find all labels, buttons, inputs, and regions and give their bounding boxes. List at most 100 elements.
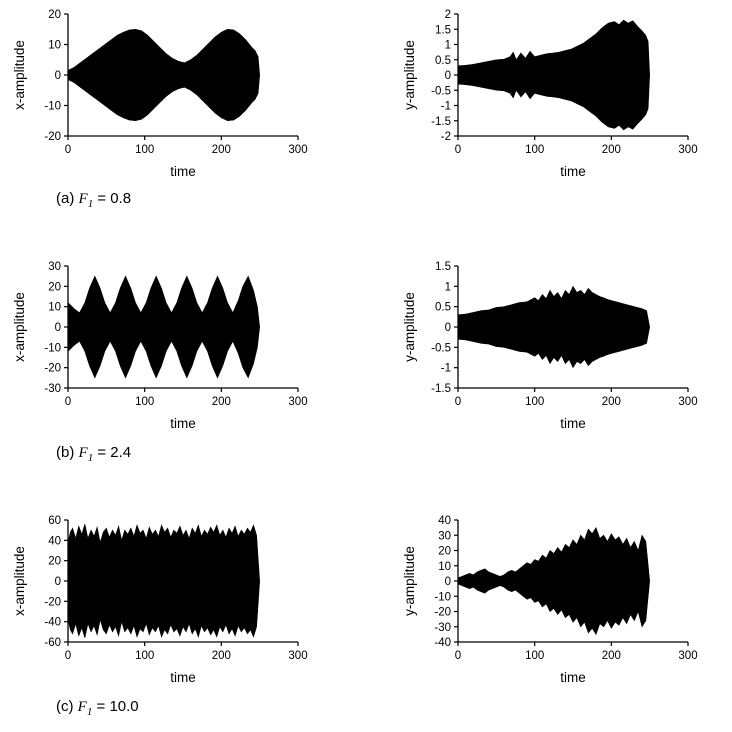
caption-c-symbol: F1 (77, 699, 93, 718)
y-tick-label: -20 (434, 607, 451, 619)
caption-a-symbol: F1 (78, 191, 94, 210)
y-tick-label: -1 (441, 363, 451, 375)
x-axis-title: time (560, 416, 586, 431)
x-tick-label: 200 (602, 144, 621, 156)
y-tick-label: 2 (445, 9, 451, 21)
chart-a-y-amplitude: 0 100 200 300 2 1.5 1 0.5 0 -0.5 -1 -1.5 -2 time y-amp… (400, 6, 720, 186)
caption-a-value: = 0.8 (97, 190, 132, 207)
chart-b-x-amplitude: 0 100 200 300 30 20 10 0 -10 -20 -30 time x-amplitud… (10, 258, 330, 438)
y-tick-label: -40 (44, 617, 61, 629)
caption-c-value: = 10.0 (96, 698, 139, 715)
waveform-a-y (457, 19, 650, 131)
x-axis-title: time (560, 164, 586, 179)
y-tick-label: -20 (44, 131, 61, 143)
y-tick-label: 0 (55, 576, 61, 588)
caption-b-symbol: F1 (78, 445, 94, 464)
x-axis-title: time (170, 164, 196, 179)
y-tick-label: 0 (445, 322, 451, 334)
chart-c-y-amplitude: 0 100 200 300 40 30 20 10 0 -10 -20 -30 -40 time y-amp… (400, 512, 720, 692)
y-tick-label: -20 (44, 363, 61, 375)
y-tick-label: 10 (48, 40, 61, 52)
y-axis-title: x-amplitude (12, 546, 27, 616)
x-tick-label: 300 (678, 144, 697, 156)
y-tick-label: 10 (48, 302, 61, 314)
y-axis-title: y-amplitude (402, 292, 417, 362)
waveform-c-x (67, 523, 260, 639)
y-axis-title: x-amplitude (12, 292, 27, 362)
y-tick-label: 40 (48, 535, 61, 547)
x-tick-label: 300 (678, 396, 697, 408)
x-tick-label: 100 (525, 144, 544, 156)
caption-a: (a) F1 = 0.8 (56, 190, 131, 210)
x-tick-label: 0 (65, 650, 71, 662)
x-tick-label: 200 (602, 650, 621, 662)
x-tick-label: 300 (288, 396, 307, 408)
y-tick-label: 0.5 (435, 55, 451, 67)
y-tick-label: 0.5 (435, 302, 451, 314)
y-tick-label: 20 (48, 281, 61, 293)
y-tick-label: 0 (55, 322, 61, 334)
chart-svg-c-x: 0 100 200 3006040200-20-40-60timex-amplitud… (12, 515, 308, 685)
y-tick-label: 1 (445, 40, 451, 52)
y-tick-label: 30 (438, 530, 451, 542)
chart-svg-c-y: 0 100 200 300403020100-10-20-30-40timey-amp… (402, 515, 698, 685)
y-tick-label: 1.5 (435, 261, 451, 273)
x-axis-title: time (170, 416, 196, 431)
y-tick-label: 20 (48, 556, 61, 568)
y-tick-label: -0.5 (431, 85, 451, 97)
y-tick-label: 0 (445, 70, 451, 82)
y-tick-label: -10 (434, 591, 451, 603)
x-tick-label: 100 (135, 650, 154, 662)
y-tick-label: -0.5 (431, 342, 451, 354)
y-tick-label: 60 (48, 515, 61, 527)
x-tick-label: 0 (65, 144, 71, 156)
chart-svg-a-y: 0 100 200 300 2 1.5 1 0.5 0 -0.5 -1 -1.5 -2 time y-amp… (402, 9, 698, 179)
chart-a-x-amplitude: 0 100 200 300 20 10 0 -10 -20 time x-amplitude (10, 6, 330, 186)
waveform-c-y (457, 526, 650, 636)
x-tick-label: 200 (212, 144, 231, 156)
waveform-b-x (67, 275, 260, 379)
chart-b-y-amplitude: 0 100 200 300 1.5 1 0.5 0 -0.5 -1 -1.5 time y-amplit… (400, 258, 720, 438)
waveform-b-y (457, 285, 650, 369)
y-tick-label: -30 (434, 622, 451, 634)
y-tick-label: -30 (44, 383, 61, 395)
y-tick-label: -1 (441, 101, 451, 113)
x-axis-title: time (560, 670, 586, 685)
chart-svg-b-y: 0 100 200 300 1.5 1 0.5 0 -0.5 -1 -1.5 time y-amplit… (402, 261, 698, 431)
x-tick-label: 200 (212, 396, 231, 408)
x-tick-label: 0 (455, 650, 461, 662)
y-tick-label: -2 (441, 131, 451, 143)
x-tick-label: 100 (135, 396, 154, 408)
x-tick-label: 300 (678, 650, 697, 662)
y-tick-label: 20 (438, 546, 451, 558)
caption-a-index: (a) (56, 190, 75, 207)
y-tick-label: 1 (445, 281, 451, 293)
y-tick-label: -1.5 (431, 116, 451, 128)
y-tick-label: 0 (445, 576, 451, 588)
y-axis-title: y-amplitude (402, 40, 417, 110)
y-tick-label: -10 (44, 342, 61, 354)
caption-b-index: (b) (56, 444, 75, 461)
caption-b: (b) F1 = 2.4 (56, 444, 131, 464)
x-tick-label: 200 (212, 650, 231, 662)
y-tick-label: 30 (48, 261, 61, 273)
y-tick-label: 10 (438, 561, 451, 573)
x-tick-label: 0 (455, 396, 461, 408)
y-tick-label: 40 (438, 515, 451, 527)
y-tick-label: 0 (55, 70, 61, 82)
x-tick-label: 300 (288, 144, 307, 156)
y-tick-label: -1.5 (431, 383, 451, 395)
y-axis-title: x-amplitude (12, 40, 27, 110)
y-tick-label: -40 (434, 637, 451, 649)
x-tick-label: 0 (65, 396, 71, 408)
chart-svg-b-x: 0 100 200 3003020100-10-20-30timex-amplitud… (12, 261, 308, 431)
y-axis-title: y-amplitude (402, 546, 417, 616)
y-tick-label: -10 (44, 101, 61, 113)
x-tick-label: 200 (602, 396, 621, 408)
y-tick-label: 20 (48, 9, 61, 21)
x-tick-label: 100 (525, 396, 544, 408)
y-tick-label: 1.5 (435, 24, 451, 36)
x-tick-label: 0 (455, 144, 461, 156)
